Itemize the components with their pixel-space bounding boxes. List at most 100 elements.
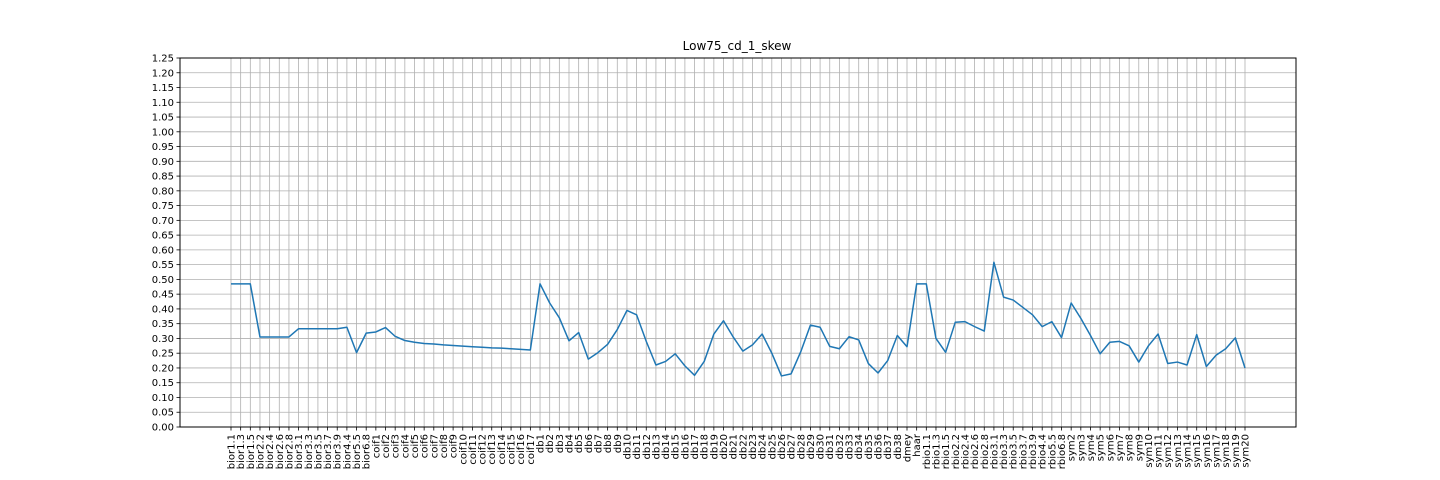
x-tick-label: db12	[642, 434, 653, 459]
x-tick-label: db20	[719, 434, 730, 459]
x-tick-label: rbio2.6	[970, 434, 981, 469]
x-tick-label: coif5	[410, 434, 421, 458]
x-tick-label: db9	[613, 434, 624, 453]
x-tick-label: sym6	[1105, 434, 1116, 461]
x-tick-label: haar	[912, 433, 923, 457]
x-tick-label: sym15	[1192, 434, 1203, 468]
x-tick-label: sym17	[1212, 434, 1223, 468]
x-tick-label: bior5.5	[352, 434, 363, 469]
x-tick-label: sym5	[1096, 434, 1107, 461]
y-tick-label: 1.25	[152, 54, 174, 65]
x-tick-label: rbio1.1	[922, 434, 933, 469]
x-tick-label: sym10	[1144, 434, 1155, 468]
x-tick-label: rbio2.8	[980, 434, 991, 469]
x-tick-label: bior1.3	[236, 434, 247, 469]
x-tick-label: bior4.4	[342, 434, 353, 469]
y-axis: 0.00 0.05 0.10 0.15 0.20 0.25 0.30 0.35 0.40 0.45…	[152, 54, 180, 434]
x-tick-label: coif8	[439, 434, 450, 458]
x-tick-label: db1	[536, 434, 547, 453]
x-tick-label: sym11	[1154, 434, 1165, 468]
x-tick-label: db24	[758, 434, 769, 459]
x-tick-label: rbio3.3	[999, 434, 1010, 469]
x-tick-label: db10	[622, 434, 633, 459]
x-tick-label: bior2.4	[265, 434, 276, 469]
x-tick-label: rbio5.5	[1047, 434, 1058, 469]
y-tick-label: 0.55	[152, 260, 174, 271]
x-tick-label: db34	[854, 434, 865, 459]
x-tick-label: bior6.8	[362, 434, 373, 469]
y-tick-label: 0.00	[152, 423, 174, 434]
x-tick-label: coif7	[429, 434, 440, 458]
x-tick-label: sym18	[1221, 434, 1232, 468]
x-tick-label: sym4	[1086, 434, 1097, 461]
x-tick-label: dmey	[903, 434, 914, 462]
x-tick-label: rbio1.5	[941, 434, 952, 469]
y-tick-label: 1.10	[152, 98, 174, 109]
x-tick-label: sym9	[1134, 434, 1145, 461]
x-tick-label: db30	[816, 434, 827, 459]
x-tick-label: coif17	[526, 434, 537, 465]
x-tick-label: db28	[796, 434, 807, 459]
y-tick-label: 0.70	[152, 216, 174, 227]
x-tick-label: db17	[690, 434, 701, 459]
x-tick-label: rbio6.8	[1057, 434, 1068, 469]
x-tick-label: db6	[584, 434, 595, 453]
y-tick-label: 0.40	[152, 304, 174, 315]
x-tick-label: db37	[883, 434, 894, 459]
y-tick-label: 0.85	[152, 172, 174, 183]
x-tick-label: rbio3.1	[989, 434, 1000, 469]
y-tick-label: 0.20	[152, 363, 174, 374]
x-tick-label: db21	[729, 434, 740, 459]
x-tick-label: sym8	[1125, 434, 1136, 461]
series-line	[231, 261, 1246, 377]
y-tick-label: 1.15	[152, 83, 174, 94]
x-tick-label: rbio2.2	[951, 434, 962, 469]
x-tick-label: coif16	[516, 434, 527, 465]
y-tick-label: 0.10	[152, 393, 174, 404]
series	[230, 261, 1246, 377]
x-tick-label: coif15	[507, 434, 518, 465]
x-tick-label: sym2	[1067, 434, 1078, 461]
plot-frame	[179, 57, 1297, 428]
y-tick-label: 0.95	[152, 142, 174, 153]
x-tick-label: coif3	[391, 434, 402, 458]
x-tick-label: bior2.6	[275, 434, 286, 469]
x-tick-label: db38	[893, 434, 904, 459]
y-tick-label: 1.05	[152, 113, 174, 124]
y-tick-label: 0.80	[152, 186, 174, 197]
x-tick-label: bior3.7	[323, 434, 334, 469]
x-tick-label: sym13	[1173, 434, 1184, 468]
x-tick-label: db19	[709, 434, 720, 459]
x-tick-label: db4	[565, 434, 576, 453]
y-tick-label: 0.15	[152, 378, 174, 389]
x-tick-label: coif6	[420, 434, 431, 458]
x-tick-label: coif1	[371, 434, 382, 458]
y-tick-label: 0.50	[152, 275, 174, 286]
x-tick-label: db18	[700, 434, 711, 459]
x-tick-label: db16	[680, 434, 691, 459]
x-tick-label: bior3.9	[333, 434, 344, 469]
x-tick-label: db25	[767, 434, 778, 459]
x-tick-label: db26	[777, 434, 788, 459]
x-tick-label: coif2	[381, 434, 392, 458]
x-tick-label: bior3.1	[294, 434, 305, 469]
x-tick-label: db2	[545, 434, 556, 453]
x-tick-label: sym19	[1231, 434, 1242, 468]
x-tick-label: sym7	[1115, 434, 1126, 461]
x-tick-label: bior3.3	[304, 434, 315, 469]
y-tick-label: 1.20	[152, 68, 174, 79]
y-tick-label: 0.35	[152, 319, 174, 330]
x-tick-label: db8	[603, 434, 614, 453]
y-tick-label: 1.00	[152, 127, 174, 138]
chart-title: Low75_cd_1_skew	[683, 39, 792, 53]
x-tick-label: sym20	[1241, 434, 1252, 468]
x-tick-label: bior1.5	[246, 434, 257, 469]
x-tick-label: coif12	[478, 434, 489, 465]
x-tick-label: coif11	[468, 434, 479, 465]
y-tick-label: 0.25	[152, 349, 174, 360]
x-tick-label: db11	[632, 434, 643, 459]
x-tick-label: db5	[574, 434, 585, 453]
y-tick-label: 0.60	[152, 245, 174, 256]
y-tick-label: 0.75	[152, 201, 174, 212]
